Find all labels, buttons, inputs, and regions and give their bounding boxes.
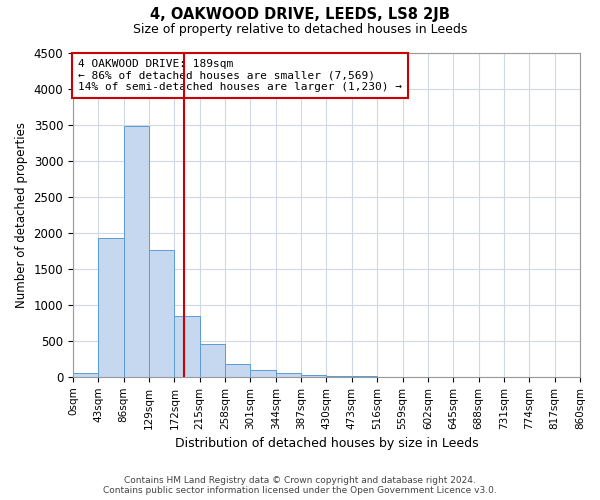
Bar — [250, 370, 276, 377]
Text: Contains HM Land Registry data © Crown copyright and database right 2024.
Contai: Contains HM Land Registry data © Crown c… — [103, 476, 497, 495]
Bar — [200, 344, 225, 377]
Bar — [73, 373, 98, 377]
Bar — [225, 364, 250, 377]
X-axis label: Distribution of detached houses by size in Leeds: Distribution of detached houses by size … — [175, 437, 478, 450]
Text: Size of property relative to detached houses in Leeds: Size of property relative to detached ho… — [133, 22, 467, 36]
Bar — [276, 373, 301, 377]
Bar — [301, 375, 326, 377]
Bar — [124, 126, 149, 377]
Bar — [175, 316, 200, 377]
Text: 4 OAKWOOD DRIVE: 189sqm
← 86% of detached houses are smaller (7,569)
14% of semi: 4 OAKWOOD DRIVE: 189sqm ← 86% of detache… — [78, 59, 402, 92]
Y-axis label: Number of detached properties: Number of detached properties — [15, 122, 28, 308]
Bar — [98, 238, 124, 377]
Bar — [149, 250, 175, 377]
Bar — [326, 376, 352, 377]
Text: 4, OAKWOOD DRIVE, LEEDS, LS8 2JB: 4, OAKWOOD DRIVE, LEEDS, LS8 2JB — [150, 8, 450, 22]
